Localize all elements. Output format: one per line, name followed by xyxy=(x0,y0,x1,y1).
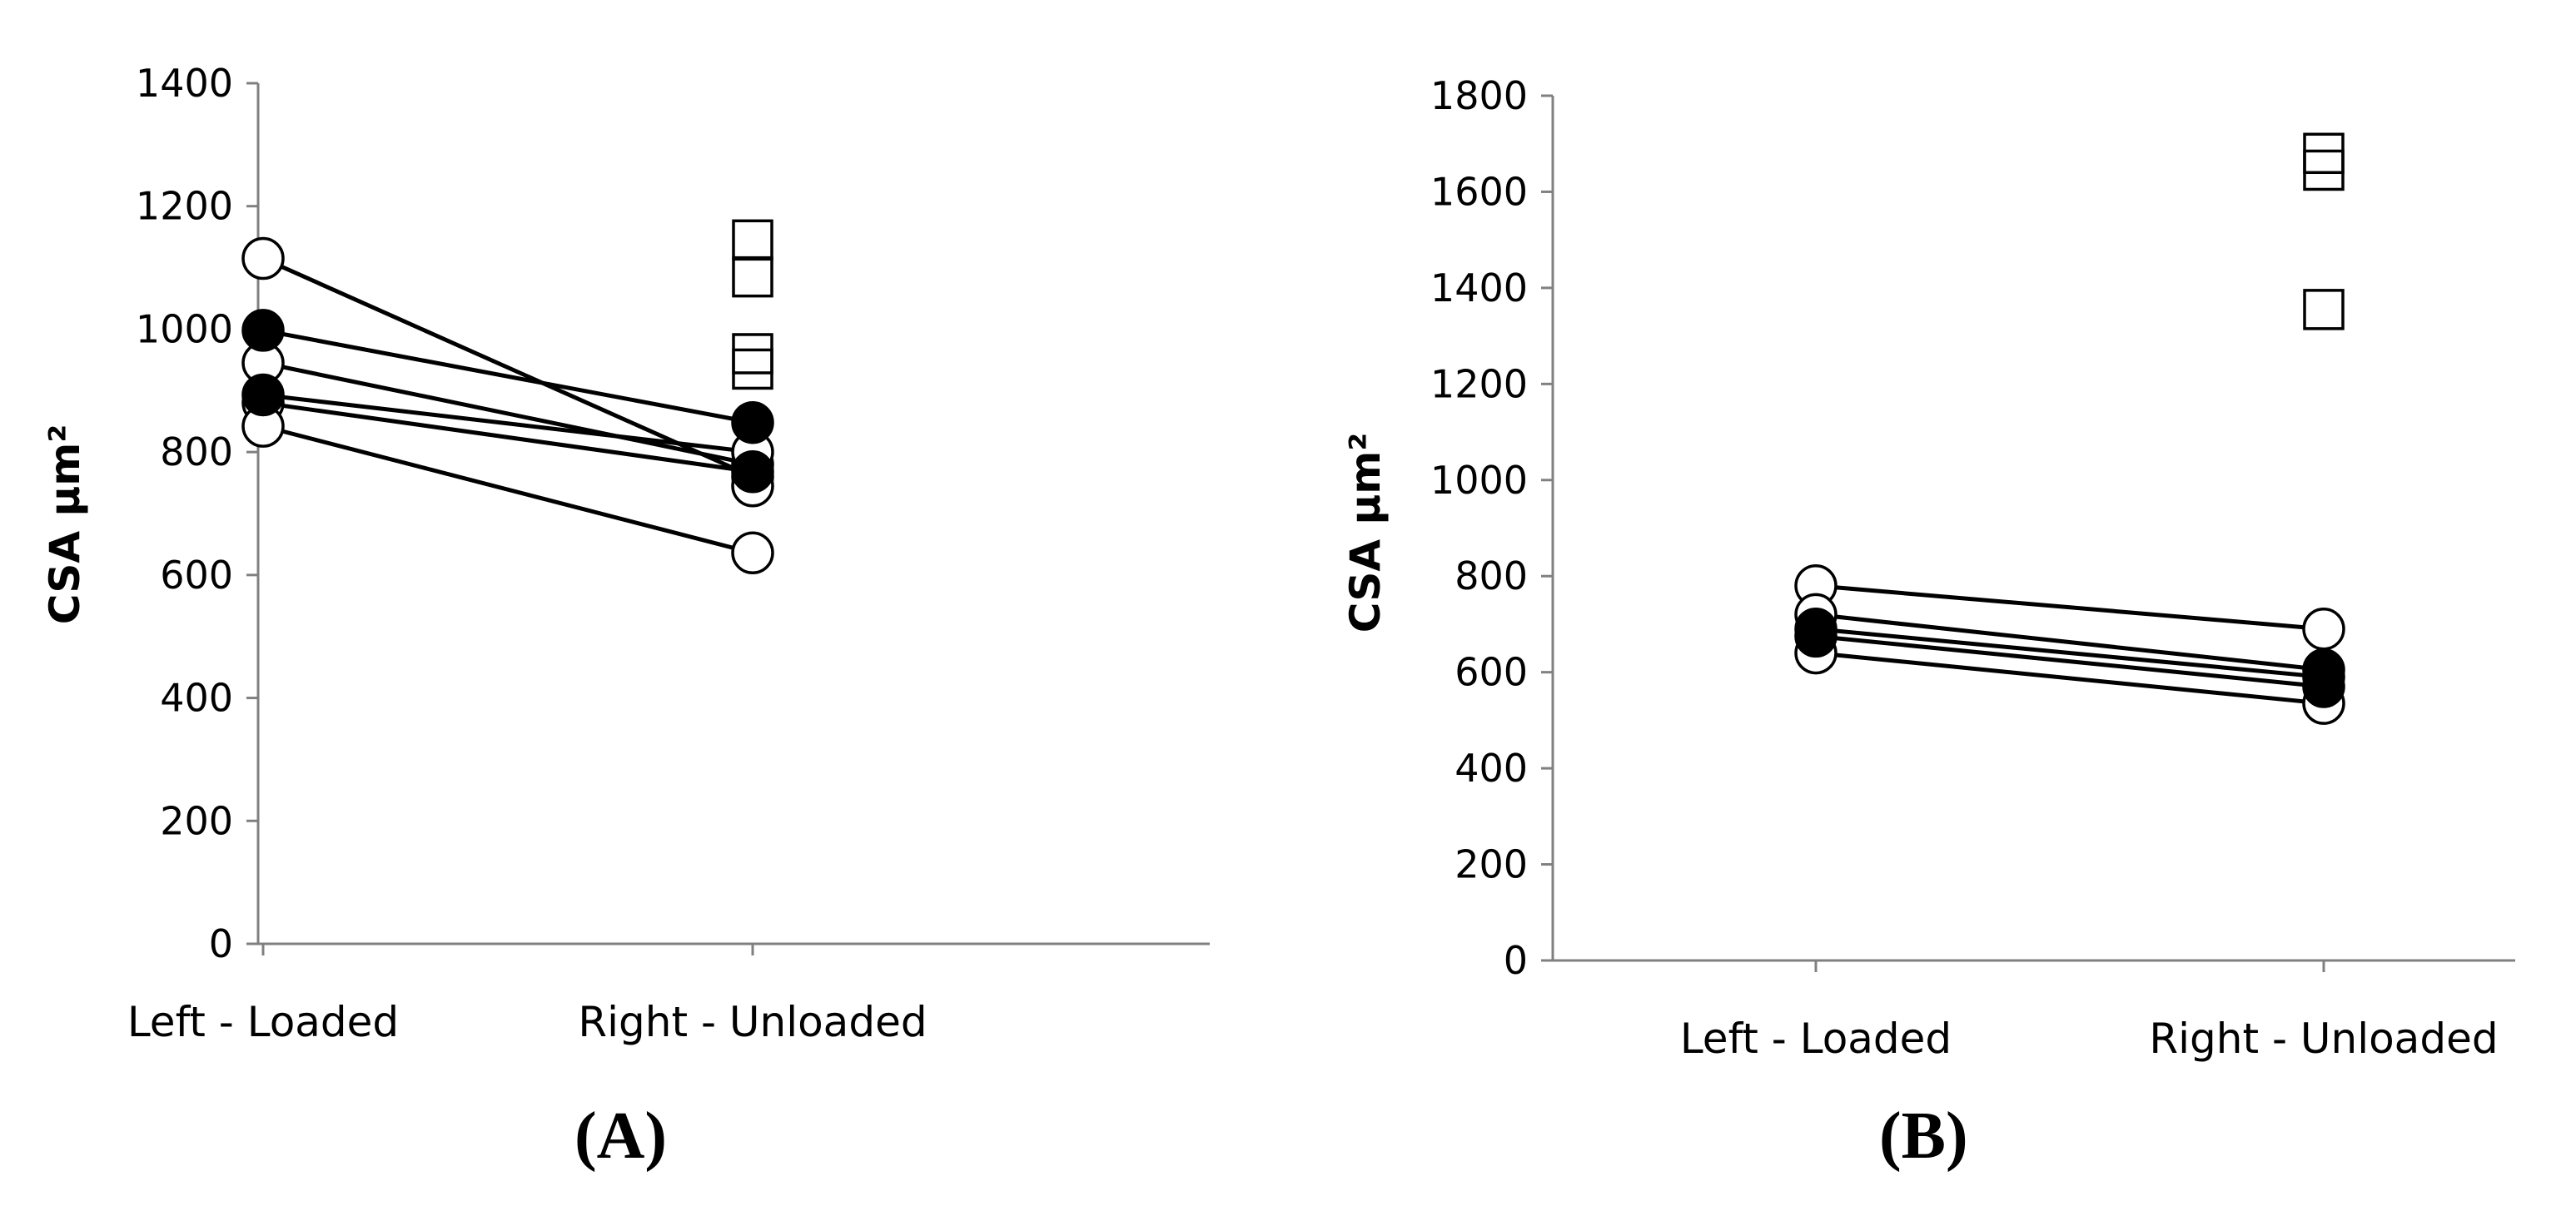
paired-lines-group xyxy=(1815,583,2325,706)
x-category-label: Right - Unloaded xyxy=(578,998,927,1046)
y-tick-label: 1000 xyxy=(1430,458,1528,503)
y-tick-label: 0 xyxy=(209,921,233,966)
data-point-open-square xyxy=(2303,289,2345,330)
data-point-open-circle xyxy=(2302,607,2345,651)
data-point-open-square xyxy=(2303,149,2345,191)
x-category-label: Left - Loaded xyxy=(127,998,399,1046)
paired-line xyxy=(262,424,753,555)
y-axis-title: CSA μm² xyxy=(41,424,89,625)
data-point-open-circle xyxy=(731,531,774,575)
data-point-open-circle xyxy=(241,236,285,280)
y-tick-label: 800 xyxy=(160,429,233,474)
panel-a: 0 200 400 600 800 1000 1200 1400 Left - Loaded Ri… xyxy=(41,61,1210,1173)
data-point-filled-circle xyxy=(1794,614,1838,658)
data-point-open-square xyxy=(732,219,773,261)
markers-group xyxy=(1794,132,2345,725)
panel-a-label: (A) xyxy=(574,1099,668,1173)
data-point-open-square xyxy=(732,333,773,375)
panel-b: 0 200 400 600 800 1000 1200 1400 1600 1800 Left - … xyxy=(1288,0,2576,1206)
y-tick-label: 400 xyxy=(160,676,233,721)
paired-line xyxy=(1815,583,2325,632)
panel-b-label: (B) xyxy=(1879,1099,1968,1173)
y-tick-label: 0 xyxy=(1504,938,1528,983)
paired-line xyxy=(262,360,753,467)
paired-line xyxy=(1815,612,2325,672)
y-tick-label: 800 xyxy=(1455,553,1528,598)
data-point-filled-circle xyxy=(731,400,774,444)
data-point-filled-circle xyxy=(241,373,285,417)
data-point-open-square xyxy=(2303,132,2345,175)
data-point-open-square xyxy=(732,348,773,390)
data-point-filled-circle xyxy=(241,309,285,352)
paired-line xyxy=(261,256,754,479)
y-tick-label: 1600 xyxy=(1430,169,1528,214)
chart-a-svg: 0 200 400 600 800 1000 1200 1400 Left - Loaded Ri… xyxy=(41,61,1210,1046)
markers-group xyxy=(241,219,774,575)
y-tick-label: 1200 xyxy=(136,184,233,229)
y-tick-label: 1800 xyxy=(1430,73,1528,118)
paired-line xyxy=(262,392,753,454)
y-axis-title: CSA μm² xyxy=(1341,433,1390,633)
x-category-label: Right - Unloaded xyxy=(2149,1015,2498,1063)
y-tick-label: 1000 xyxy=(136,306,233,351)
x-category-label: Left - Loaded xyxy=(1680,1015,1952,1063)
y-tick-label: 1400 xyxy=(1430,266,1528,310)
y-tick-label: 200 xyxy=(160,798,233,843)
data-point-open-square xyxy=(732,256,773,298)
paired-line xyxy=(262,400,753,474)
y-tick-label: 600 xyxy=(1455,650,1528,695)
y-tick-label: 1200 xyxy=(1430,361,1528,406)
paired-line xyxy=(1815,633,2325,689)
y-tick-label: 400 xyxy=(1455,746,1528,791)
y-tick-label: 200 xyxy=(1455,842,1528,887)
paired-line xyxy=(262,328,753,425)
y-tick-label: 600 xyxy=(160,553,233,598)
data-point-filled-circle xyxy=(731,450,774,494)
chart-b-svg: 0 200 400 600 800 1000 1200 1400 1600 1800 Left - … xyxy=(1341,73,2515,1063)
data-point-filled-circle xyxy=(2302,665,2345,708)
paired-line xyxy=(1815,627,2325,679)
y-tick-label: 1400 xyxy=(136,61,233,106)
paired-lines-group xyxy=(261,256,754,555)
paired-line xyxy=(1815,651,2325,706)
